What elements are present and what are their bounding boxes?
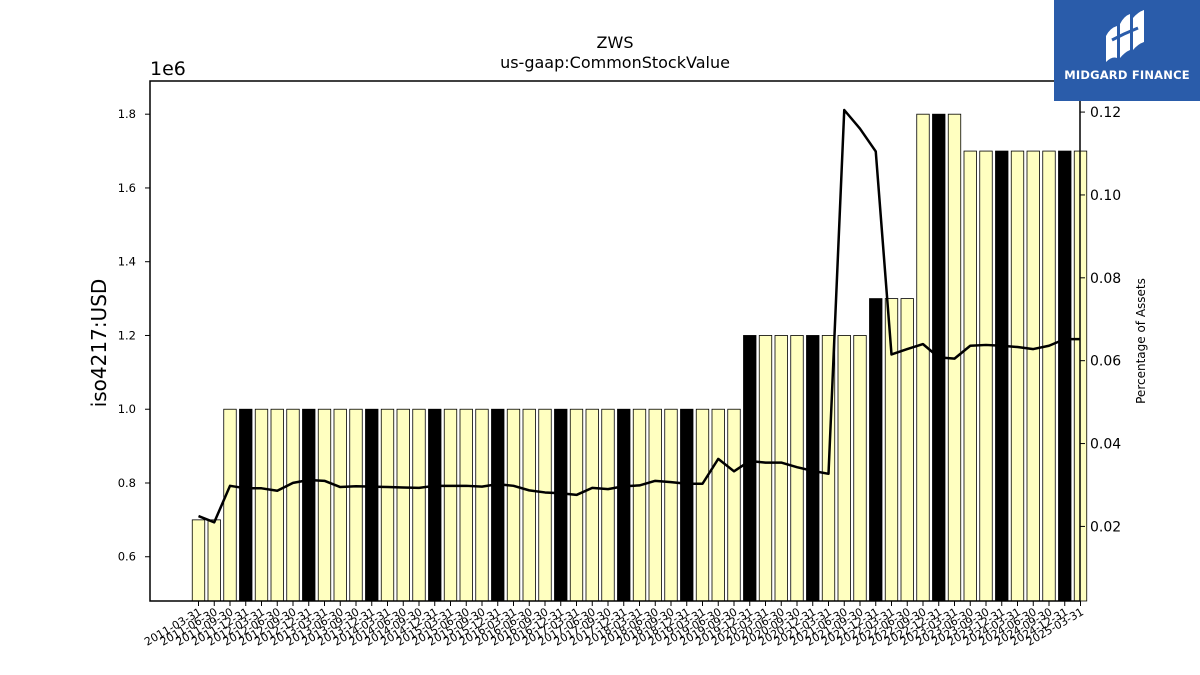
bar (333, 408, 347, 602)
y-tick-label: 0.8 (118, 476, 136, 490)
bar (365, 408, 379, 602)
bar (979, 150, 993, 602)
line-layer (198, 108, 1081, 524)
bar (837, 335, 851, 602)
bar (207, 519, 221, 602)
bar (1042, 150, 1056, 602)
y-tick-label: 1.0 (118, 402, 136, 416)
bar (727, 408, 741, 602)
bar (695, 408, 710, 602)
bar (428, 408, 442, 602)
y2-tick-label: 0.04 (1090, 437, 1121, 453)
y-multiplier-label: 1e6 (150, 58, 186, 80)
y-tick-label: 1.4 (118, 255, 136, 269)
bar (254, 408, 269, 602)
bar (223, 408, 237, 602)
bar (522, 408, 536, 602)
bar (239, 408, 253, 602)
bar (270, 408, 284, 602)
bar (380, 408, 395, 602)
bar (1026, 150, 1040, 602)
bar (995, 150, 1009, 602)
y-axis-label: iso4217:USD (87, 279, 111, 408)
bar (648, 408, 662, 602)
y2-tick-label: 0.10 (1090, 188, 1121, 204)
y-tick-label: 0.6 (118, 550, 136, 564)
chart-subtitle: us-gaap:CommonStockValue (500, 53, 730, 72)
bar (569, 408, 584, 602)
bar (680, 408, 694, 602)
y-tick-label: 1.6 (118, 181, 136, 195)
bar (396, 408, 410, 602)
mountain-logo-icon (1106, 10, 1144, 62)
bar (349, 408, 363, 602)
plot-frame (149, 80, 1081, 602)
bar (853, 335, 867, 602)
chart-title: ZWS (597, 33, 634, 52)
bar (758, 335, 773, 602)
y2-axis-label: Percentage of Assets (1134, 278, 1148, 404)
bar (774, 335, 788, 602)
y-tick-label: 1.8 (118, 107, 136, 121)
bar (900, 298, 914, 602)
bar (554, 408, 568, 602)
bar (869, 298, 883, 602)
y2-tick-label: 0.12 (1090, 105, 1121, 121)
bar (1058, 150, 1072, 602)
midgard-finance-logo: MIDGARD FINANCE (1054, 0, 1200, 101)
bar (585, 408, 599, 602)
y2-tick-label: 0.02 (1090, 519, 1121, 535)
bar (459, 408, 473, 602)
bar (506, 408, 521, 602)
bar (317, 408, 332, 602)
bar (412, 408, 426, 602)
y2-tick-label: 0.08 (1090, 271, 1121, 287)
bar (743, 335, 757, 602)
bar (443, 408, 458, 602)
percentage-of-assets-line (198, 108, 1081, 524)
y-tick-label: 1.2 (118, 328, 136, 342)
logo-text: MIDGARD FINANCE (1064, 68, 1190, 82)
bar (475, 408, 489, 602)
bar (286, 408, 300, 602)
y2-tick-label: 0.06 (1090, 354, 1121, 370)
bar (632, 408, 647, 602)
bar (191, 519, 206, 602)
bar (1010, 150, 1025, 602)
bar (302, 408, 316, 602)
bar (664, 408, 678, 602)
bar (916, 113, 930, 602)
bar (963, 150, 977, 602)
bar (617, 408, 631, 602)
bar (538, 408, 552, 602)
bar (711, 408, 725, 602)
bar (491, 408, 505, 602)
bar (806, 335, 820, 602)
axes-layer: 0.6 0.8 1.0 1.2 1.4 1.6 1.8 0.02 0.04 0.06 0.08 0.1… (118, 80, 1121, 649)
bar (601, 408, 615, 602)
